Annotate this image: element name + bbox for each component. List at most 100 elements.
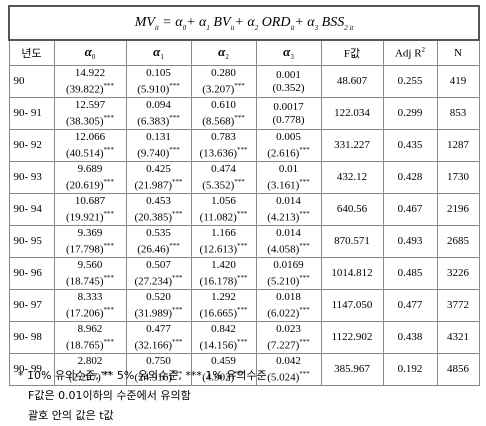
cell: 0.474 (5.352)*** xyxy=(190,161,257,194)
t-stat: (20.619)*** xyxy=(55,176,126,193)
coefficient: 0.477 xyxy=(146,322,171,335)
cell: 0.842 (14.156)*** xyxy=(190,321,257,354)
significance: *** xyxy=(103,145,115,154)
data-row: 90- 91 12.597 (38.305)*** 0.094 (6.383)*** 0.… xyxy=(8,97,480,130)
subscript: 2 xyxy=(225,53,229,62)
value: 1287 xyxy=(447,139,470,151)
t-stat: (8.568)*** xyxy=(192,112,256,129)
cell: 1014.812 xyxy=(320,257,384,290)
subscript: 1 xyxy=(160,53,164,62)
data-row: 90- 95 9.369 (17.798)*** 0.535 (26.46)*** 1.1… xyxy=(8,225,480,258)
t-stat: (13.636)*** xyxy=(192,144,256,161)
cell: 0.042 (5.024)*** xyxy=(255,353,322,386)
title-row: MVit = α0+ α1 BVit+ α2 ORDit+ α3 BSS2 it xyxy=(7,5,481,41)
cell: 1147.050 xyxy=(320,289,384,322)
t-value: (21.987) xyxy=(134,179,173,192)
t-value: (16.665) xyxy=(199,307,238,320)
t-stat: (27.234)*** xyxy=(127,272,191,289)
t-value: (7.227) xyxy=(267,339,300,352)
coefficient: 0.783 xyxy=(211,130,236,143)
t-value: (8.568) xyxy=(202,115,235,128)
cell: 0.001 (0.352) xyxy=(255,65,322,98)
t-value: (20.385) xyxy=(134,211,173,224)
cell: 90- 98 xyxy=(8,321,55,354)
value: 419 xyxy=(449,75,467,87)
text: + α xyxy=(186,14,207,30)
cell: 0.535 (26.46)*** xyxy=(125,225,192,258)
header-cell: α2 xyxy=(190,39,257,66)
t-value: (27.234) xyxy=(134,275,173,288)
value: 90- 97 xyxy=(13,299,42,311)
cell: 870.571 xyxy=(320,225,384,258)
cell: 385.967 xyxy=(320,353,384,386)
cell: 8.962 (18.765)*** xyxy=(53,321,127,354)
t-stat: (5.352)*** xyxy=(192,176,256,193)
value: 122.034 xyxy=(334,107,370,119)
data-row: 90- 92 12.066 (40.514)*** 0.131 (9.740)*** 0.… xyxy=(8,129,480,162)
coefficient: 0.535 xyxy=(146,226,171,239)
t-stat: (17.206)*** xyxy=(55,304,126,321)
cell: 0.425 (21.987)*** xyxy=(125,161,192,194)
cell: 48.607 xyxy=(320,65,384,98)
t-value: (40.514) xyxy=(65,147,104,160)
value: 4321 xyxy=(447,331,470,343)
cell: 90- 92 xyxy=(8,129,55,162)
value: 3772 xyxy=(447,299,470,311)
coefficient: 8.962 xyxy=(77,322,103,335)
significance: *** xyxy=(299,177,310,186)
t-stat: (26.46)*** xyxy=(127,240,191,257)
header-cell: α1 xyxy=(125,39,192,66)
cell: 0.507 (27.234)*** xyxy=(125,257,192,290)
value: 90 xyxy=(13,75,25,87)
cell: 1.056 (11.082)*** xyxy=(190,193,257,226)
coefficient: 0.014 xyxy=(276,226,301,239)
cell: 10.687 (19.921)*** xyxy=(53,193,127,226)
data-row: 90- 96 9.560 (18.745)*** 0.507 (27.234)*** 1.… xyxy=(8,257,480,290)
significance: *** xyxy=(234,113,245,122)
t-stat: (20.385)*** xyxy=(127,208,191,225)
significance: *** xyxy=(299,209,310,218)
significance: *** xyxy=(237,337,248,346)
t-stat: (17.798)*** xyxy=(55,240,126,257)
coefficient: 0.453 xyxy=(146,194,171,207)
cell: 9.369 (17.798)*** xyxy=(53,225,127,258)
t-value: (13.636) xyxy=(199,147,238,160)
value: 3226 xyxy=(447,267,470,279)
subscript: it xyxy=(154,23,159,32)
cell: 0.0169 (5.210)*** xyxy=(255,257,322,290)
value: 90- 98 xyxy=(13,331,42,343)
significance: *** xyxy=(103,209,115,218)
coefficient: 0.507 xyxy=(146,258,171,271)
cell: 0.131 (9.740)*** xyxy=(125,129,192,162)
data-row: 90- 93 9.689 (20.619)*** 0.425 (21.987)*** 0.… xyxy=(8,161,480,194)
value: 0.438 xyxy=(397,331,423,343)
cell: 0.520 (31.989)*** xyxy=(125,289,192,322)
t-stat: (9.740)*** xyxy=(127,144,191,161)
value: 90- 93 xyxy=(13,171,42,183)
t-value: (3.207) xyxy=(202,83,235,96)
t-stat: (4.058)*** xyxy=(257,240,321,257)
t-stat: (3.161)*** xyxy=(257,176,321,193)
cell: 1.420 (16.178)*** xyxy=(190,257,257,290)
coefficient: 9.560 xyxy=(77,258,103,271)
t-value: (39.822) xyxy=(65,83,104,96)
text: α xyxy=(283,44,291,60)
value: 90- 94 xyxy=(13,203,42,215)
text: BSS xyxy=(318,14,345,30)
subscript: 2 xyxy=(254,23,259,32)
data-row: 90 14.922 (39.822)*** 0.105 (5.910)*** 0.280(… xyxy=(8,65,480,98)
significance: *** xyxy=(234,177,245,186)
cell: 12.066 (40.514)*** xyxy=(53,129,127,162)
t-stat: (21.987)*** xyxy=(127,176,191,193)
coefficient: 0.459 xyxy=(211,354,236,367)
text: α xyxy=(84,44,92,60)
t-stat: (18.765)*** xyxy=(55,336,126,353)
text: BV xyxy=(209,14,231,30)
cell: 0.428 xyxy=(382,161,438,194)
value: 0.299 xyxy=(397,107,423,119)
cell: 90- 93 xyxy=(8,161,55,194)
significance: *** xyxy=(234,81,245,90)
coefficient: 1.056 xyxy=(211,194,236,207)
value: 48.607 xyxy=(336,75,368,87)
text: 년도 xyxy=(21,48,42,60)
